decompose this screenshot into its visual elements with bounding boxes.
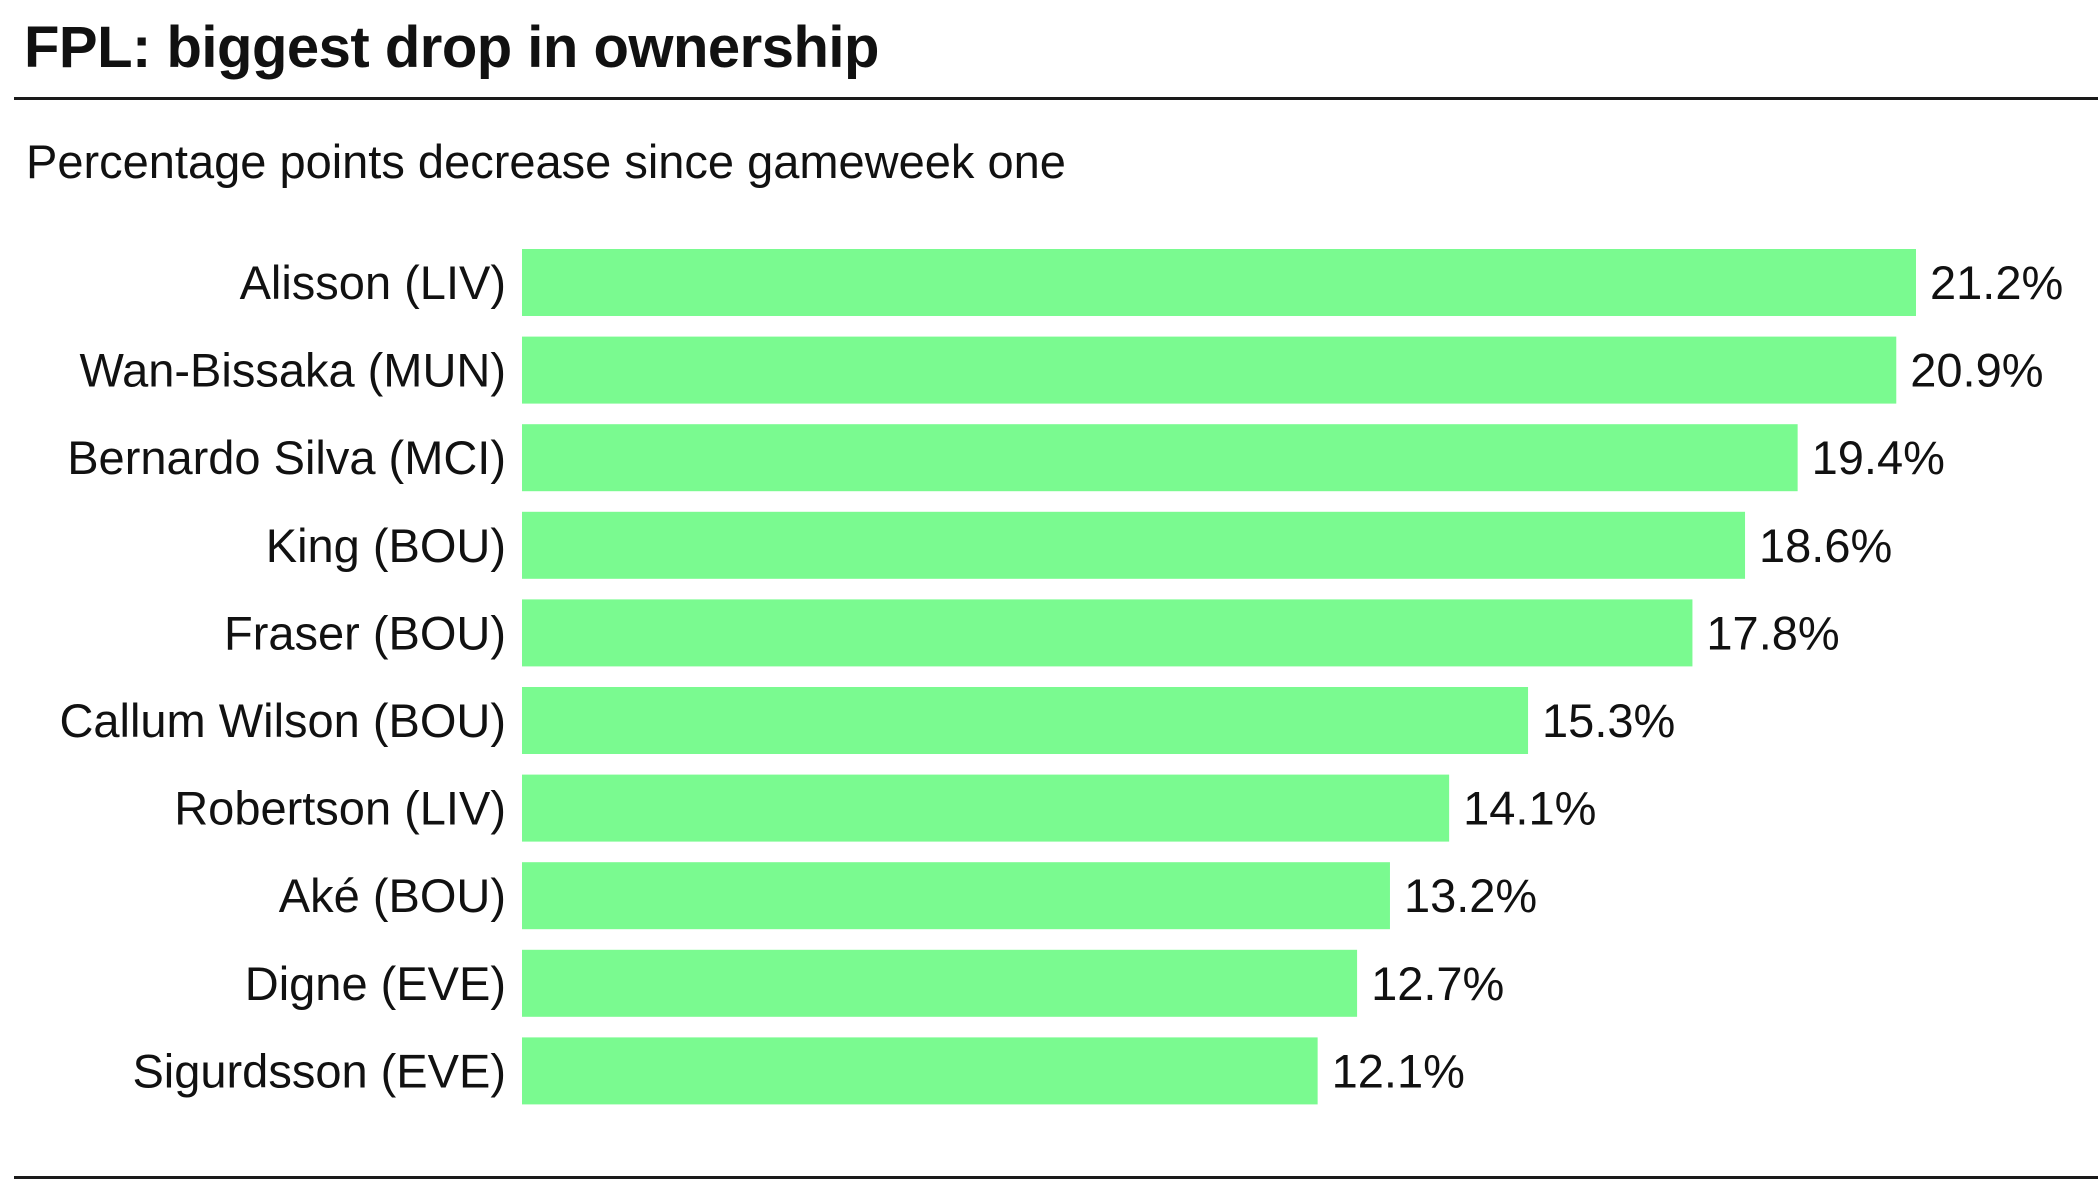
bar <box>522 336 1897 404</box>
category-label: Aké (BOU) <box>279 869 506 922</box>
chart-title: FPL: biggest drop in ownership <box>24 15 879 80</box>
bottom-rule <box>14 1176 2098 1179</box>
value-label: 13.2% <box>1404 869 1537 922</box>
value-label: 12.1% <box>1332 1044 1465 1097</box>
category-label: Wan-Bissaka (MUN) <box>79 344 506 397</box>
bar <box>522 862 1390 930</box>
category-label: Callum Wilson (BOU) <box>59 694 506 747</box>
value-label: 15.3% <box>1542 694 1675 747</box>
category-label: Alisson (LIV) <box>240 256 506 309</box>
value-label: 20.9% <box>1910 344 2043 397</box>
value-label: 18.6% <box>1759 519 1892 572</box>
category-label: Bernardo Silva (MCI) <box>67 431 506 484</box>
value-label: 21.2% <box>1930 256 2063 309</box>
bar <box>522 599 1693 667</box>
bar <box>522 774 1450 842</box>
bar <box>522 424 1798 492</box>
bar <box>522 511 1746 579</box>
value-label: 12.7% <box>1371 957 1504 1010</box>
chart-subtitle: Percentage points decrease since gamewee… <box>26 135 1066 188</box>
bar <box>522 949 1358 1017</box>
bar <box>522 249 1916 316</box>
category-label: Sigurdsson (EVE) <box>132 1044 506 1097</box>
value-label: 14.1% <box>1463 782 1596 835</box>
category-label: Robertson (LIV) <box>174 782 506 835</box>
value-label: 19.4% <box>1812 431 1945 484</box>
category-label: King (BOU) <box>266 519 506 572</box>
bar <box>522 1037 1318 1105</box>
bar <box>522 687 1529 754</box>
title-rule <box>14 97 2098 100</box>
value-label: 17.8% <box>1706 606 1839 659</box>
category-label: Digne (EVE) <box>245 957 506 1010</box>
category-label: Fraser (BOU) <box>224 606 506 659</box>
